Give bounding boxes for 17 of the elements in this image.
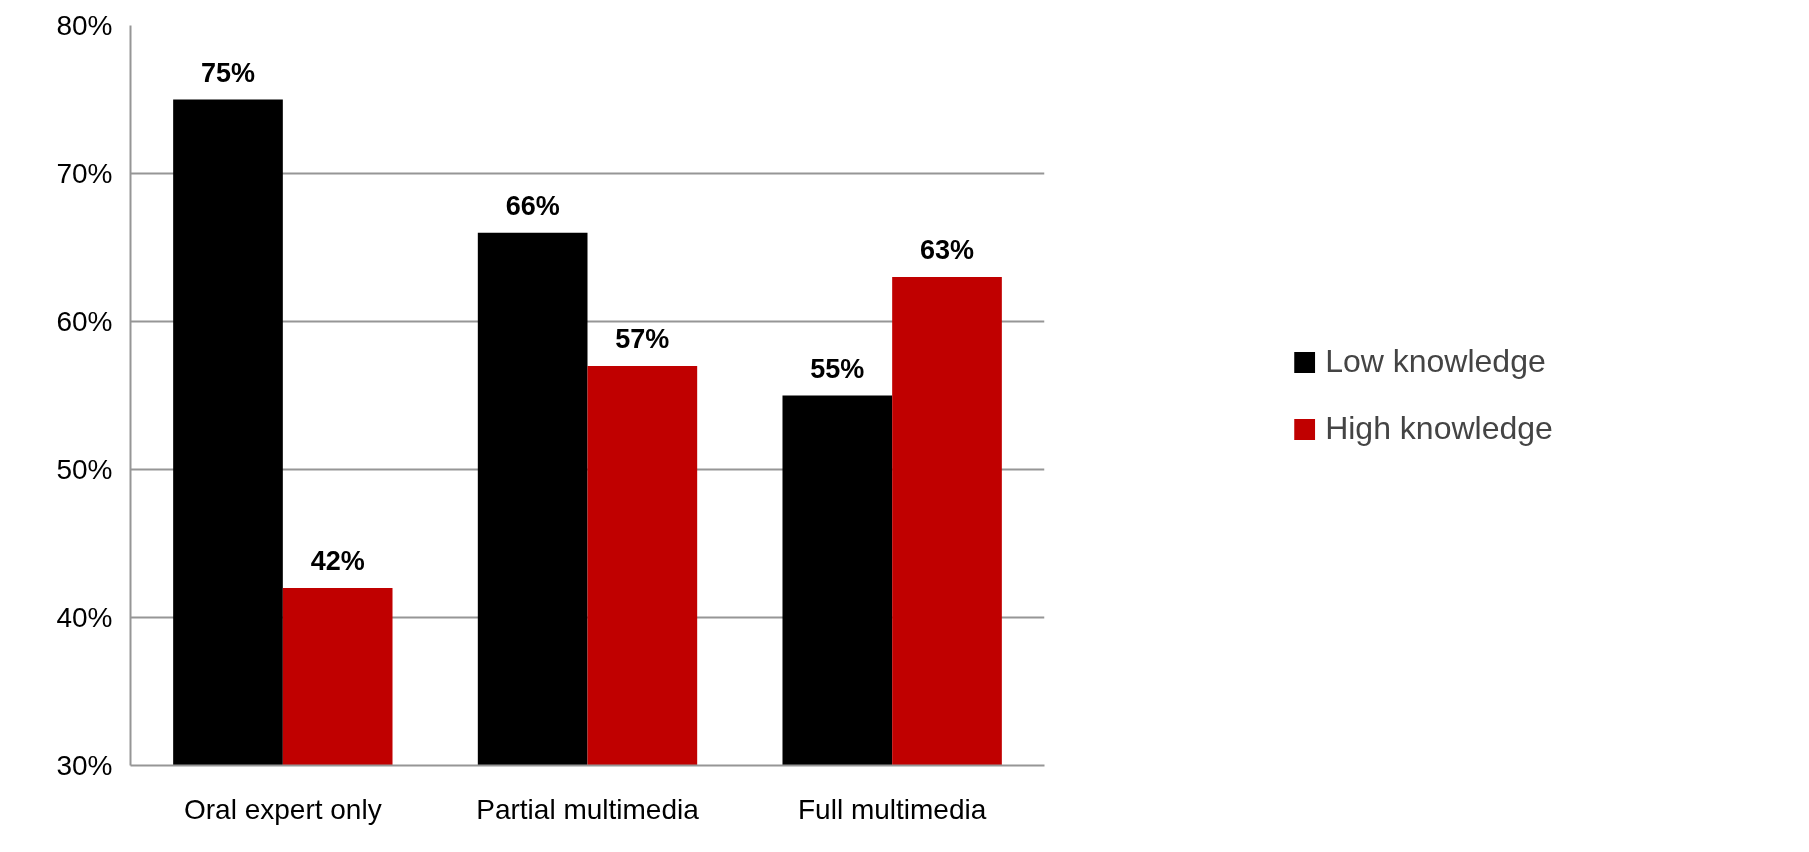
x-tick-label: Oral expert only (184, 793, 382, 825)
legend-label: High knowledge (1325, 410, 1553, 447)
y-tick-label: 60% (56, 306, 113, 337)
x-tick-label: Full multimedia (798, 793, 987, 825)
y-tick-label: 40% (56, 602, 113, 633)
data-label: 63% (919, 235, 975, 266)
y-tick-label: 70% (56, 158, 113, 189)
x-tick-label: Partial multimedia (476, 793, 700, 825)
y-tick-label: 80% (56, 10, 113, 41)
data-label: 66% (505, 190, 560, 221)
data-label: 57% (615, 323, 670, 354)
legend-label: Low knowledge (1325, 343, 1546, 380)
data-label: 75% (200, 57, 256, 88)
y-tick-label: 50% (56, 454, 113, 485)
data-label: 55% (810, 353, 865, 384)
data-label: 42% (310, 545, 365, 576)
y-tick-label: 30% (56, 750, 113, 781)
